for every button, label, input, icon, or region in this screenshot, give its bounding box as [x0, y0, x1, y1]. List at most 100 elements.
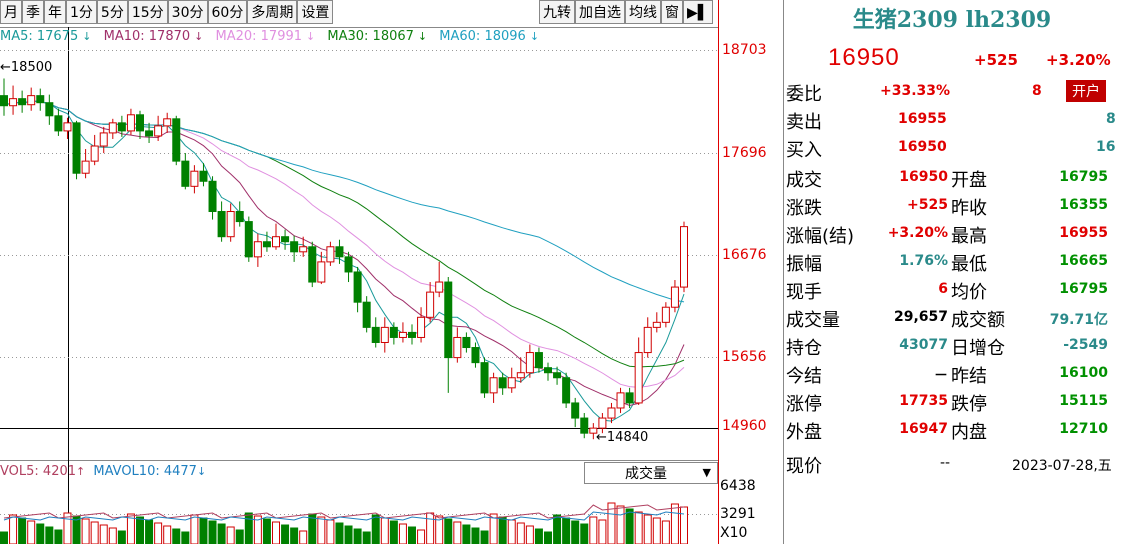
volume-bar [598, 519, 607, 544]
vol-legend: VOL5: 4201↑ MAVOL10: 4477↓ [0, 463, 206, 481]
volume-bar [126, 513, 135, 544]
candle-body [18, 98, 27, 106]
volume-bar [181, 531, 190, 544]
tool-button[interactable]: 加自选 [575, 0, 625, 24]
kline-chart[interactable] [0, 0, 784, 544]
volume-bar [172, 528, 181, 544]
quote-label: 振幅 [786, 254, 822, 275]
volume-bar [670, 503, 679, 544]
tool-button[interactable]: ▶▌ [683, 0, 713, 24]
period-button[interactable]: 季 [22, 0, 44, 24]
quote-label: 涨跌 [786, 198, 822, 219]
volume-bar [253, 515, 262, 544]
volume-bar [145, 519, 154, 544]
period-button[interactable]: 年 [44, 0, 66, 24]
period-button[interactable]: 30分 [167, 0, 208, 24]
tool-button[interactable]: 窗 [661, 0, 683, 24]
buy-volume: 16 [1096, 139, 1116, 155]
price-change-pct: +3.20% [1046, 51, 1111, 69]
period-button[interactable]: 15分 [127, 0, 168, 24]
candle-body [643, 326, 652, 354]
volume-bar [36, 523, 45, 544]
quote-value: 6 [938, 281, 948, 297]
vol-unit: X10 [720, 525, 748, 541]
candle-body [154, 125, 163, 137]
volume-bar [426, 512, 435, 544]
candle-body [317, 261, 326, 283]
quote-value: 16100 [1059, 365, 1108, 381]
now-row: 现价 -- 2023-07-28,五 [784, 450, 1120, 478]
price-tick: 16676 [722, 247, 767, 263]
volume-bar [262, 518, 271, 544]
candle-body [625, 392, 634, 404]
quote-value: 1.76% [899, 253, 948, 269]
volume-bar [154, 522, 163, 544]
candle-body [344, 256, 353, 273]
volume-bar [190, 514, 199, 544]
candle-body [426, 291, 435, 318]
quote-label: 成交量 [786, 310, 840, 331]
volume-bar [580, 523, 589, 544]
ma5-label: MA5: 17675 ↓ [0, 29, 92, 44]
quote-row: 成交量 29,657 成交额 79.71亿 [784, 304, 1120, 332]
candle-body [525, 352, 534, 374]
indicator-select[interactable]: 成交量 ▼ [584, 462, 718, 484]
volume-bar [589, 516, 598, 544]
open-account-button[interactable]: 开户 [1066, 80, 1106, 102]
volume-bar [607, 502, 616, 544]
volume-bar [616, 505, 625, 544]
candle-body [81, 160, 90, 174]
volume-bar [444, 518, 453, 544]
volume-bar [163, 525, 172, 544]
candle-body [126, 114, 135, 132]
candle-body [63, 122, 72, 132]
period-button[interactable]: 60分 [207, 0, 248, 24]
tool-toolbar: 九转 加自选 均线窗 ▶▌ [539, 0, 713, 27]
candle-body [453, 336, 462, 359]
volume-bar [625, 508, 634, 544]
candle-body [408, 331, 416, 338]
quote-label: 昨收 [951, 198, 987, 219]
candle-body [571, 402, 580, 419]
candle-body [480, 362, 489, 394]
tool-button[interactable]: 均线 [625, 0, 661, 24]
quote-value: 16795 [1059, 281, 1108, 297]
volume-bar [99, 524, 108, 544]
price-change: +525 [974, 51, 1018, 69]
candle-body [108, 122, 117, 134]
volume-bar [208, 520, 217, 544]
quote-row: 持仓 43077 日增仓 -2549 [784, 332, 1120, 360]
candle-body [72, 122, 81, 174]
vol-tick: 3291 [720, 506, 756, 522]
candle-body [462, 336, 471, 349]
volume-bar [507, 519, 516, 544]
period-button[interactable]: 月 [0, 0, 22, 24]
candle-body [589, 427, 598, 434]
candle-body [9, 98, 18, 107]
period-button[interactable]: 1分 [66, 0, 97, 24]
quote-value: -2549 [1063, 337, 1108, 353]
candle-body [181, 160, 190, 187]
weibi-value: +33.33% [880, 83, 951, 99]
period-button[interactable]: 设置 [297, 0, 334, 24]
candle-body [272, 236, 280, 248]
weibi-row: 委比 +33.33% 8 开户 [784, 78, 1120, 106]
quote-value: 79.71亿 [1049, 312, 1108, 328]
candle-body [253, 241, 262, 258]
quote-label: 最低 [951, 254, 987, 275]
candle-body [634, 352, 643, 404]
volume-bar [371, 514, 380, 544]
quote-label: 外盘 [786, 422, 822, 443]
candle-body [680, 226, 688, 288]
quote-row: 涨幅(结) +3.20% 最高 16955 [784, 220, 1120, 248]
volume-bar [108, 527, 117, 544]
quote-label: 日增仓 [951, 338, 1005, 359]
volume-bar [117, 530, 126, 544]
mavol5-label: VOL5: 4201↑ [0, 464, 86, 479]
period-button[interactable]: 多周期 [247, 0, 298, 24]
quote-value: 29,657 [893, 309, 948, 325]
quote-label: 涨幅(结) [786, 226, 855, 247]
tool-button[interactable]: 九转 [539, 0, 575, 24]
candle-body [607, 407, 616, 419]
period-button[interactable]: 5分 [96, 0, 128, 24]
